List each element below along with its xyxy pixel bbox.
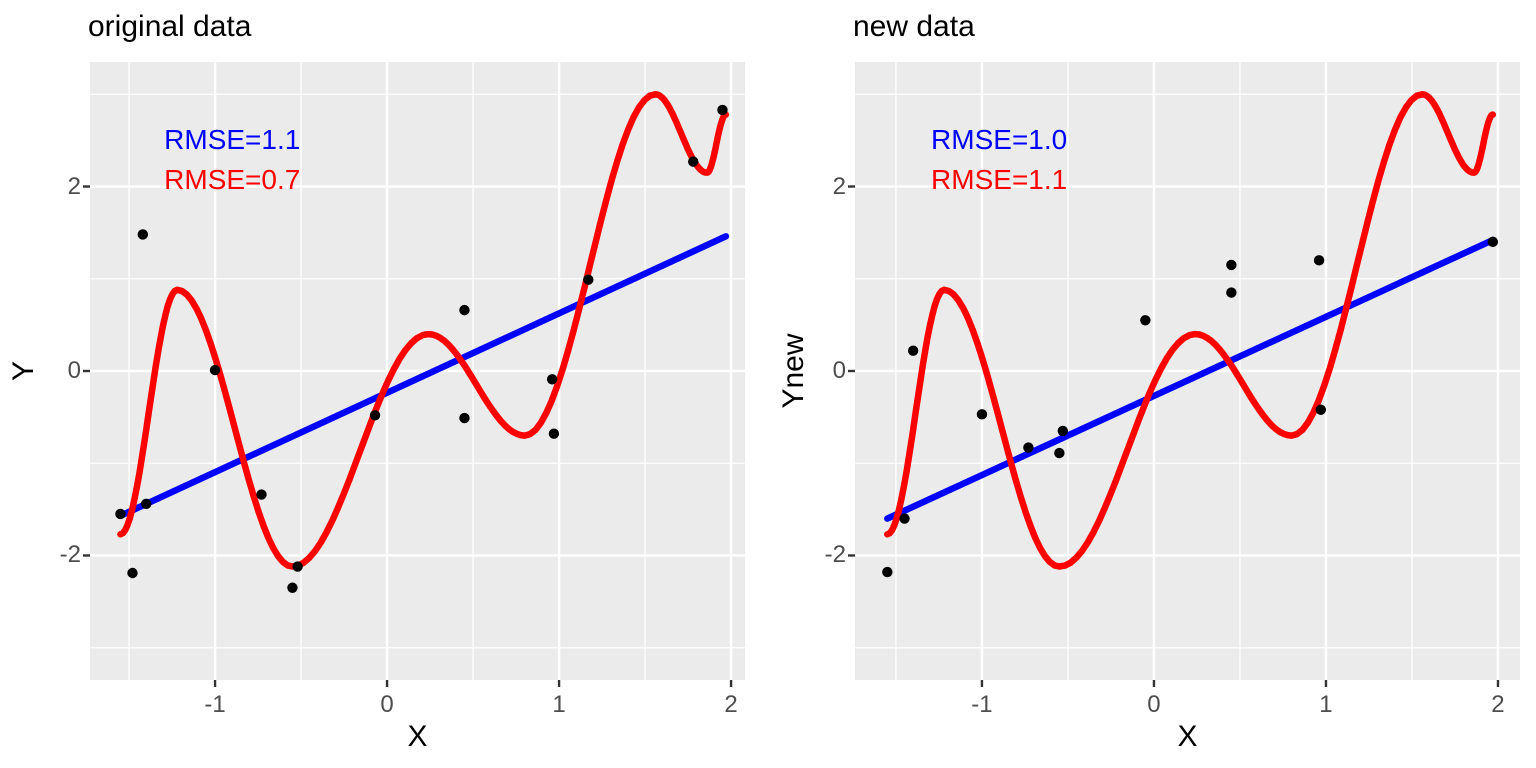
scatter-point xyxy=(717,104,728,116)
scatter-point xyxy=(899,513,910,524)
scatter-point xyxy=(546,374,558,385)
x-tick-label: -1 xyxy=(204,691,226,718)
rmse-annotation-linear-right: RMSE=1.0 xyxy=(931,124,1068,156)
scatter-point xyxy=(1315,404,1327,415)
scatter-point xyxy=(459,412,470,424)
x-tick-label: 1 xyxy=(552,691,566,718)
scatter-point xyxy=(459,304,470,316)
y-tick-label: -2 xyxy=(824,541,846,569)
scatter-point xyxy=(548,428,560,439)
scatter-point xyxy=(583,274,594,285)
scatter-point xyxy=(1226,259,1237,271)
x-tick-label: 0 xyxy=(380,691,394,718)
y-axis-title-left: Y xyxy=(7,360,40,382)
scatter-point xyxy=(1140,315,1151,326)
scatter-point xyxy=(287,582,298,593)
rmse-annotation-poly-left: RMSE=0.7 xyxy=(164,164,301,196)
scatter-point xyxy=(882,566,893,578)
scatter-point xyxy=(976,409,988,420)
scatter-point xyxy=(1313,255,1325,266)
y-axis-title-right: Ynew xyxy=(777,333,810,409)
scatter-point xyxy=(688,156,699,167)
scatter-point xyxy=(115,508,126,520)
scatter-point xyxy=(256,489,267,500)
scatter-point xyxy=(907,345,919,356)
scatter-point xyxy=(141,498,152,510)
linear-fit-line xyxy=(117,233,730,520)
scatter-point xyxy=(1226,287,1237,298)
scatter-point xyxy=(137,229,149,240)
x-tick-label: -1 xyxy=(971,691,993,718)
scatter-point xyxy=(127,567,138,579)
y-tick-label: -2 xyxy=(59,541,81,569)
x-axis-title-left: X xyxy=(407,720,428,753)
x-tick-label: 0 xyxy=(1147,691,1161,718)
plot-title-left: original data xyxy=(88,10,252,43)
rmse-annotation-poly-right: RMSE=1.1 xyxy=(931,164,1068,196)
poly-fit-curve xyxy=(884,91,1497,570)
rmse-annotation-linear-left: RMSE=1.1 xyxy=(164,124,301,156)
scatter-point xyxy=(292,561,303,572)
scatter-point xyxy=(369,410,381,421)
y-tick-label: 2 xyxy=(832,172,846,200)
scatter-point xyxy=(209,364,221,376)
x-axis-title-right: X xyxy=(1177,720,1198,753)
scatter-point xyxy=(1023,442,1034,453)
poly-fit-curve xyxy=(117,91,730,570)
x-tick-label: 2 xyxy=(1491,691,1505,718)
y-tick-label: 0 xyxy=(67,357,81,384)
scatter-point xyxy=(1054,447,1065,459)
x-tick-label: 1 xyxy=(1319,691,1333,718)
scatter-point xyxy=(1057,425,1068,437)
y-tick-label: 2 xyxy=(67,172,81,200)
plot-title-right: new data xyxy=(853,10,975,43)
scatter-point xyxy=(1487,236,1499,248)
x-tick-label: 2 xyxy=(724,691,738,718)
linear-fit-line xyxy=(884,236,1497,522)
y-tick-label: 0 xyxy=(832,357,846,384)
